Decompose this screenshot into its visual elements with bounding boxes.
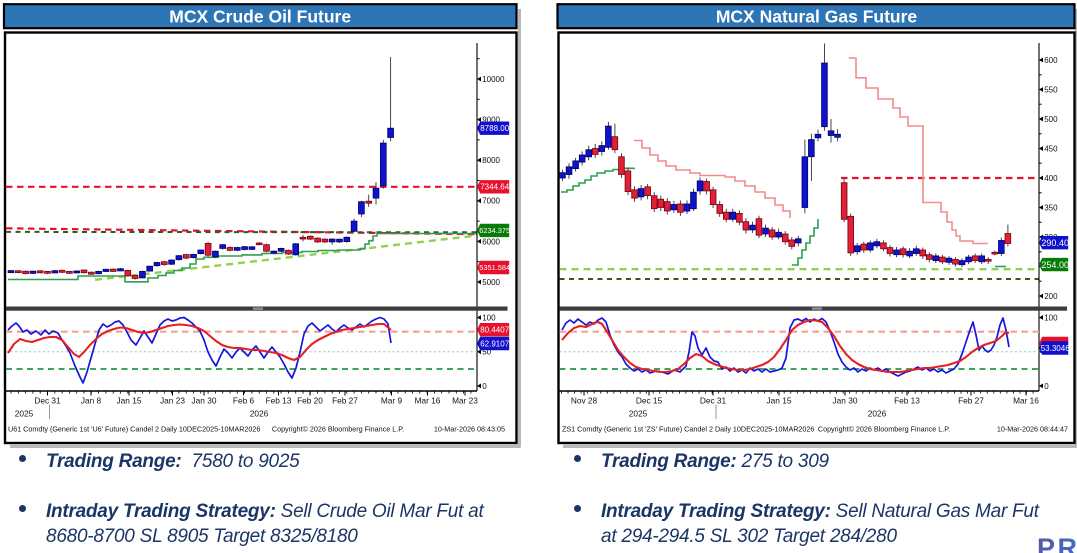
svg-text:MCX Crude Oil Future: MCX Crude Oil Future — [169, 7, 351, 27]
svg-text:Feb 13: Feb 13 — [894, 396, 920, 406]
svg-text:200: 200 — [1044, 292, 1058, 301]
svg-text:0: 0 — [482, 382, 487, 391]
svg-text:400: 400 — [1044, 174, 1058, 183]
svg-text:Mar 16: Mar 16 — [1013, 396, 1039, 406]
svg-text:Jan 15: Jan 15 — [767, 396, 792, 406]
svg-text:Copyright© 2026 Bloomberg Fina: Copyright© 2026 Bloomberg Finance L.P. — [272, 425, 404, 434]
svg-text:Feb 6: Feb 6 — [233, 396, 255, 406]
svg-text:Jan 30: Jan 30 — [192, 396, 217, 406]
svg-text:Mar 23: Mar 23 — [452, 396, 478, 406]
svg-text:350: 350 — [1044, 203, 1058, 212]
svg-text:Nov 28: Nov 28 — [571, 396, 598, 406]
svg-text:Jan 30: Jan 30 — [833, 396, 858, 406]
svg-text:Mar 16: Mar 16 — [415, 396, 441, 406]
svg-text:10000: 10000 — [482, 75, 505, 84]
svg-text:U61 Comdty (Generic 1st 'U6' F: U61 Comdty (Generic 1st 'U6' Future) Can… — [8, 425, 260, 434]
svg-text:2026: 2026 — [868, 409, 887, 419]
svg-text:Mar 9: Mar 9 — [381, 396, 403, 406]
svg-text:600: 600 — [1044, 56, 1058, 65]
svg-text:8000: 8000 — [482, 156, 500, 165]
svg-text:500: 500 — [1044, 115, 1058, 124]
svg-text:Feb 20: Feb 20 — [297, 396, 323, 406]
svg-text:Feb 27: Feb 27 — [332, 396, 358, 406]
svg-text:2025: 2025 — [629, 409, 648, 419]
svg-text:450: 450 — [1044, 144, 1058, 153]
svg-text:7344.64: 7344.64 — [480, 183, 509, 192]
svg-text:10-Mar-2026 08:43:05: 10-Mar-2026 08:43:05 — [434, 425, 505, 434]
svg-text:2025: 2025 — [15, 409, 34, 419]
svg-text:62.9107: 62.9107 — [480, 339, 509, 348]
svg-text:254.00: 254.00 — [1041, 260, 1069, 270]
svg-text:Feb 13: Feb 13 — [266, 396, 292, 406]
svg-text:Jan 8: Jan 8 — [81, 396, 102, 406]
svg-text:5000: 5000 — [482, 278, 500, 287]
svg-text:7000: 7000 — [482, 197, 500, 206]
svg-text:Copyright© 2026 Bloomberg Fina: Copyright© 2026 Bloomberg Finance L.P. — [818, 425, 950, 434]
svg-text:Feb 27: Feb 27 — [958, 396, 984, 406]
svg-text:Jan 15: Jan 15 — [117, 396, 142, 406]
svg-text:6000: 6000 — [482, 237, 500, 246]
svg-text:5351.584: 5351.584 — [479, 263, 510, 272]
svg-text:50: 50 — [482, 348, 491, 357]
svg-text:80.4407: 80.4407 — [480, 326, 509, 335]
svg-text:53.3046: 53.3046 — [1041, 344, 1070, 353]
svg-text:2026: 2026 — [250, 409, 269, 419]
svg-text:100: 100 — [482, 313, 496, 322]
svg-text:Dec 31: Dec 31 — [34, 396, 61, 406]
svg-text:ZS1 Comdty (Generic 1st 'ZS' F: ZS1 Comdty (Generic 1st 'ZS' Future) Can… — [562, 425, 814, 434]
svg-text:0: 0 — [1044, 382, 1049, 391]
svg-text:Dec 15: Dec 15 — [636, 396, 663, 406]
svg-text:10-Mar-2026 08:44:47: 10-Mar-2026 08:44:47 — [997, 425, 1068, 434]
svg-text:MCX Natural Gas Future: MCX Natural Gas Future — [716, 7, 918, 27]
svg-text:Dec 31: Dec 31 — [700, 396, 727, 406]
svg-text:6234.375: 6234.375 — [479, 226, 510, 235]
svg-text:550: 550 — [1044, 85, 1058, 94]
svg-text:Jan 23: Jan 23 — [160, 396, 185, 406]
svg-text:9000: 9000 — [482, 116, 500, 125]
svg-text:290.40: 290.40 — [1041, 238, 1069, 248]
svg-text:8788.00: 8788.00 — [480, 124, 509, 133]
svg-text:100: 100 — [1044, 313, 1058, 322]
